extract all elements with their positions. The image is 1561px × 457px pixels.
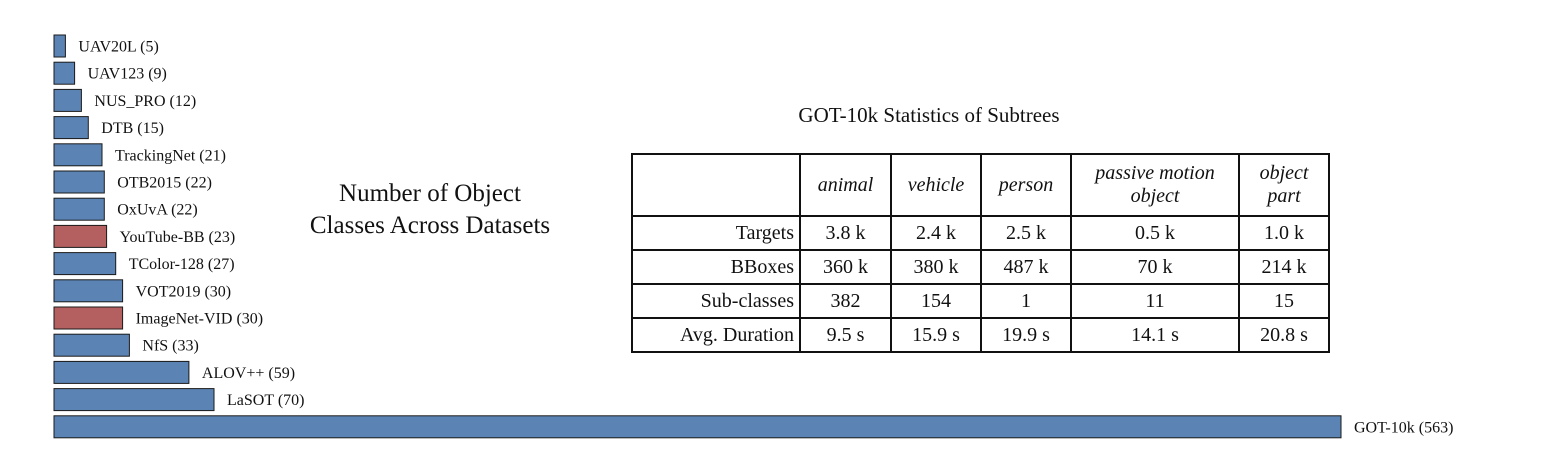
column-header-line: animal (817, 173, 874, 196)
table-cell: 70 k (1070, 249, 1240, 285)
column-header: object part (1238, 153, 1330, 217)
bar-nfs (53, 333, 130, 357)
table-cell: 154 (890, 283, 982, 319)
table-row: BBoxes 360 k 380 k 487 k 70 k 214 k (631, 249, 1330, 285)
bar-uav20l (53, 34, 66, 58)
statistics-table: animal vehicle person passive motion obje… (631, 153, 1330, 353)
column-header-line: object (1130, 185, 1180, 207)
row-label: Avg. Duration (631, 317, 801, 353)
bar-label: NUS_PRO (12) (94, 93, 196, 110)
bar-chart-title-line-2: Classes Across Datasets (309, 212, 551, 239)
table-corner-cell (631, 153, 801, 217)
bar-label: ALOV++ (59) (202, 365, 295, 382)
row-label: Sub-classes (631, 283, 801, 319)
bar-labels-layer: UAV20L (5) UAV123 (9) NUS_PRO (12) DTB (15)… (78, 39, 1453, 437)
table-cell: 20.8 s (1238, 317, 1330, 353)
bar-dtb (53, 116, 89, 140)
bar-alov- (53, 360, 190, 384)
bar-label: UAV123 (9) (88, 66, 167, 83)
bar-label: ImageNet-VID (30) (136, 311, 264, 328)
bar-youtube-bb (53, 224, 108, 248)
bar-label: NfS (33) (142, 338, 198, 355)
column-header-line: passive motion (1095, 162, 1215, 184)
row-label: BBoxes (631, 249, 801, 285)
column-header-line: object (1259, 162, 1309, 184)
column-header: person (980, 153, 1072, 217)
column-header: animal (799, 153, 892, 217)
table-cell: 14.1 s (1070, 317, 1240, 353)
bar-uav123 (53, 61, 76, 85)
table-cell: 11 (1070, 283, 1240, 319)
table-cell: 15 (1238, 283, 1330, 319)
column-header-line: person (998, 173, 1054, 196)
bar-label: LaSOT (70) (227, 392, 304, 409)
bar-chart-title-line-1: Number of Object (339, 180, 521, 207)
table-cell: 2.5 k (980, 215, 1072, 251)
column-header: vehicle (890, 153, 982, 217)
table-row: Avg. Duration 9.5 s 15.9 s 19.9 s 14.1 s… (631, 317, 1330, 353)
bar-label: UAV20L (5) (78, 39, 158, 56)
column-header-line: vehicle (907, 173, 965, 196)
table-cell: 0.5 k (1070, 215, 1240, 251)
table-cell: 360 k (799, 249, 892, 285)
table-cell: 380 k (890, 249, 982, 285)
bar-otb2015 (53, 170, 105, 194)
column-header: passive motion object (1070, 153, 1240, 217)
table-cell: 15.9 s (890, 317, 982, 353)
row-label: Targets (631, 215, 801, 251)
table-cell: 1 (980, 283, 1072, 319)
bar-oxuva (53, 197, 105, 221)
table-cell: 3.8 k (799, 215, 892, 251)
bar-trackingnet (53, 143, 103, 167)
bar-imagenet-vid (53, 306, 124, 330)
table-header-row: animal vehicle person passive motion obje… (631, 153, 1330, 217)
bar-label: DTB (15) (101, 120, 164, 137)
bar-label: OTB2015 (22) (117, 175, 212, 192)
bar-chart-title: Number of Object Classes Across Datasets (280, 178, 580, 242)
bar-got-10k (53, 415, 1342, 439)
table-cell: 382 (799, 283, 892, 319)
bar-label: YouTube-BB (23) (120, 229, 236, 246)
table-row: Sub-classes 382 154 1 11 15 (631, 283, 1330, 319)
table-cell: 1.0 k (1238, 215, 1330, 251)
table-cell: 487 k (980, 249, 1072, 285)
table-cell: 2.4 k (890, 215, 982, 251)
bar-nus-pro (53, 88, 82, 112)
bar-lasot (53, 388, 215, 412)
bar-label: VOT2019 (30) (136, 283, 232, 300)
bar-label: GOT-10k (563) (1354, 419, 1453, 436)
bar-tcolor-128 (53, 252, 117, 276)
table-cell: 9.5 s (799, 317, 892, 353)
bar-label: TrackingNet (21) (115, 147, 226, 164)
table-cell: 214 k (1238, 249, 1330, 285)
bar-label: OxUvA (22) (117, 202, 197, 219)
bars-layer (53, 34, 1342, 439)
column-header-line: part (1267, 185, 1301, 207)
bar-label: TColor-128 (27) (129, 256, 235, 273)
table-title: GOT-10k Statistics of Subtrees (798, 103, 1060, 127)
bar-vot2019 (53, 279, 124, 303)
table-cell: 19.9 s (980, 317, 1072, 353)
table-row: Targets 3.8 k 2.4 k 2.5 k 0.5 k 1.0 k (631, 215, 1330, 251)
